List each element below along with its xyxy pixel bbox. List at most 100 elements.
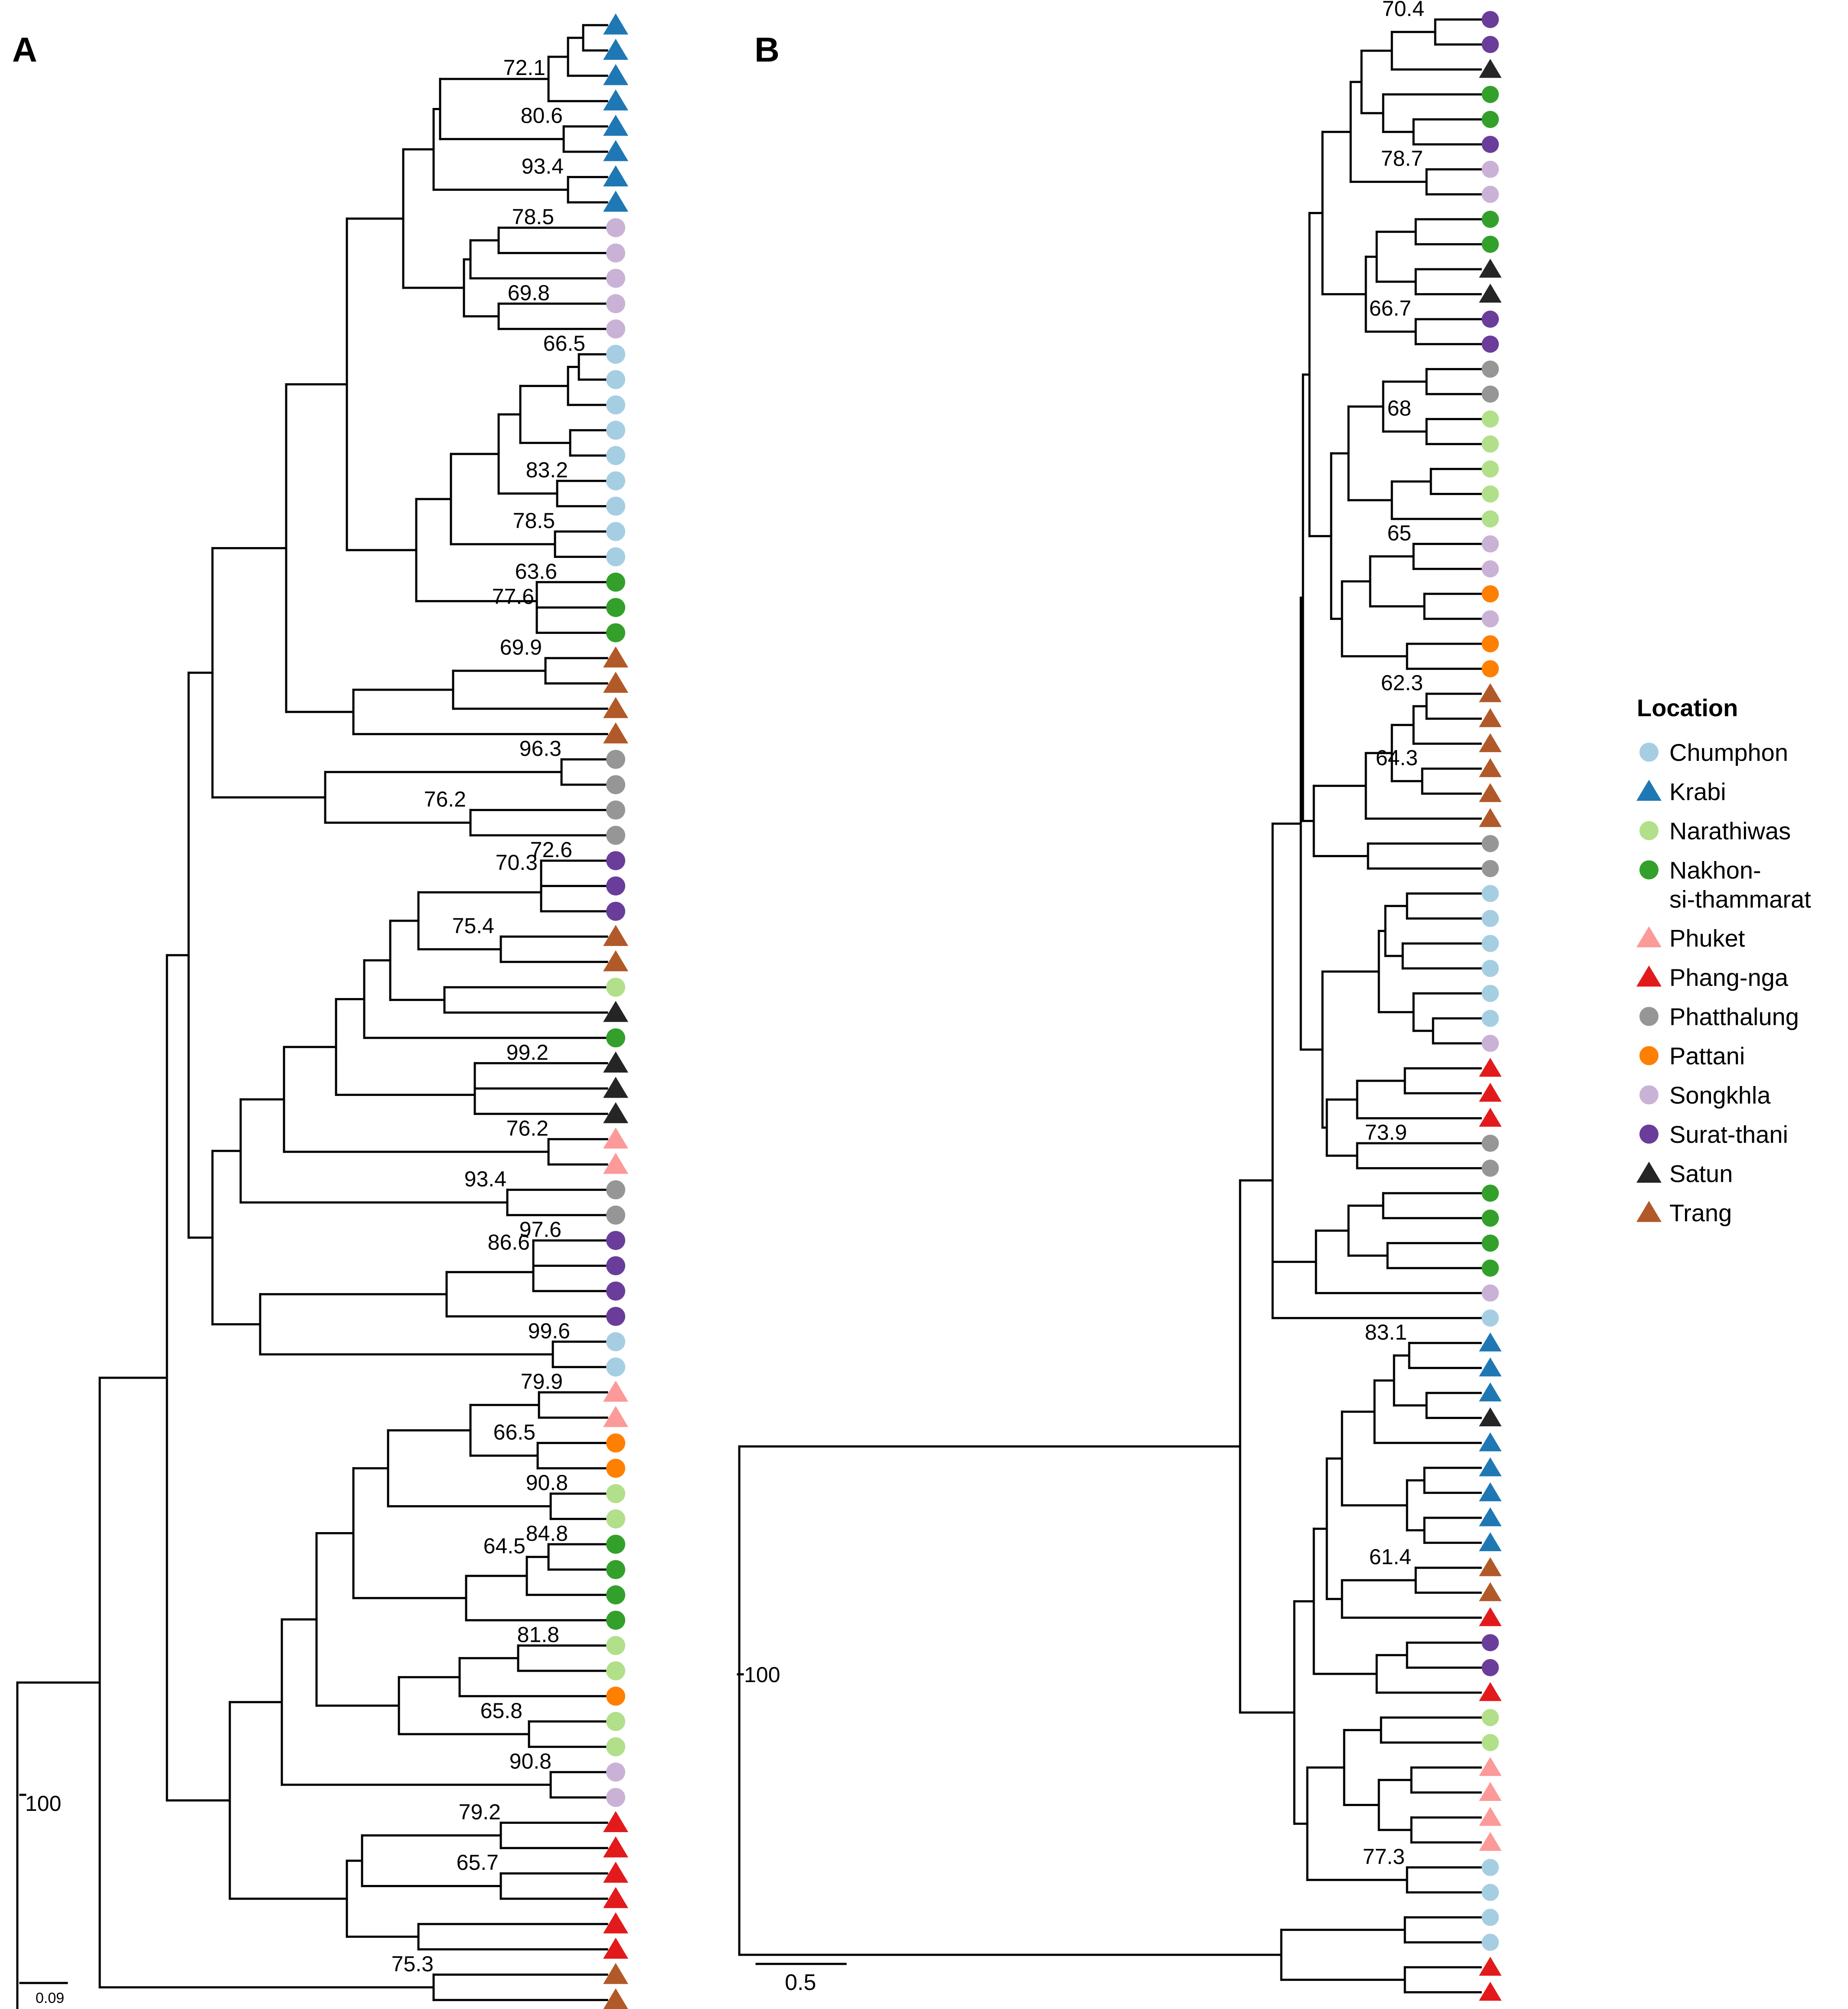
tree-b-support-value: 78.7 xyxy=(1381,147,1423,171)
tree-b-tip-marker xyxy=(1482,1234,1499,1252)
tree-a-tip-marker xyxy=(606,876,625,896)
tree-a-tip-marker xyxy=(606,243,625,263)
tree-a-tip-marker xyxy=(603,1380,628,1402)
legend-label-narathiwas: Narathiwas xyxy=(1669,817,1791,845)
tree-a-support-value: 65.8 xyxy=(480,1699,522,1723)
legend-label-nakhon-line2: si-thammarat xyxy=(1669,886,1811,913)
tree-a-tip-marker xyxy=(603,39,628,60)
panel-a-label: A xyxy=(12,30,37,69)
tree-a-tip-marker xyxy=(606,800,625,820)
tree-a-tip-marker xyxy=(606,1458,625,1478)
tree-b-support-value: 65 xyxy=(1387,521,1411,545)
tree-b-tip-marker xyxy=(1479,1382,1502,1402)
tree-b-tip-marker xyxy=(1482,1859,1499,1876)
tree-a-tip-marker xyxy=(603,1102,628,1123)
legend-label-phuket: Phuket xyxy=(1669,925,1745,952)
legend-marker-krabi xyxy=(1636,779,1662,801)
tree-a-tip-marker xyxy=(603,1862,628,1883)
tree-a-support-values: 72.1 80.6 93.4 78.5 69.8 66.5 83.2 78.5 77.663.6… xyxy=(392,55,585,1976)
legend-label-pattani: Pattani xyxy=(1669,1042,1745,1070)
tree-b-tip-marker xyxy=(1479,284,1502,303)
panel-b: B 70.4 78.7 66.7 68 65 62.3 64.3 73.9 83.1 61.4 77… xyxy=(737,0,1502,2001)
tree-a-support-value: 90.8 xyxy=(509,1749,552,1774)
tree-a-tip-marker xyxy=(606,572,625,592)
tree-a-tip-marker xyxy=(606,1788,625,1807)
tree-a-tip-marker xyxy=(603,1988,628,2009)
tree-a-support-value: 70.3 xyxy=(496,850,538,874)
tree-a-tip-marker xyxy=(606,269,625,288)
legend-label-krabi: Krabi xyxy=(1669,778,1726,806)
tree-a-tip-marker xyxy=(606,978,625,997)
tree-a-tip-marker xyxy=(606,598,625,617)
tree-a-branches xyxy=(16,24,608,2009)
tree-a-tip-marker xyxy=(606,547,625,567)
tree-a-tip-marker xyxy=(606,1712,625,1731)
legend-label-chumphon: Chumphon xyxy=(1669,739,1788,766)
tree-b-tip-marker xyxy=(1479,1957,1502,1976)
tree-a-support-value: 79.2 xyxy=(459,1800,501,1824)
tree-b-support-value: 77.3 xyxy=(1363,1844,1405,1869)
tree-b-tip-marker xyxy=(1482,985,1499,1002)
tree-b-tip-marker xyxy=(1482,585,1499,603)
tree-b-tip-marker xyxy=(1482,1034,1499,1052)
legend-marker-surat xyxy=(1639,1125,1659,1144)
tree-b-tip-marker xyxy=(1482,1884,1499,1901)
legend-marker-nakhon xyxy=(1639,860,1659,880)
tree-a-tip-marker xyxy=(603,1127,628,1149)
tree-a-tip-marker xyxy=(603,1076,628,1098)
tree-a-support-value: 65.7 xyxy=(457,1850,499,1875)
tree-b-tip-marker xyxy=(1482,1159,1499,1177)
tree-a-tip-marker xyxy=(603,1937,628,1959)
tree-a-support-value: 96.3 xyxy=(519,737,562,761)
tree-b-tip-marker xyxy=(1482,360,1499,378)
tree-b-tip-marker xyxy=(1479,1582,1502,1601)
tree-b-tip-marker xyxy=(1479,1432,1502,1451)
tree-b-tip-marker xyxy=(1482,1634,1499,1651)
tree-a-support-value: 99.2 xyxy=(506,1040,549,1064)
tree-b-tip-marker xyxy=(1482,510,1499,528)
tree-b-tip-marker xyxy=(1482,310,1499,328)
tree-b-tip-marker xyxy=(1482,336,1499,353)
tree-b-support-value: 64.3 xyxy=(1376,746,1418,770)
tree-b-tip-marker xyxy=(1482,11,1499,28)
tree-b-tip-marker xyxy=(1482,1184,1499,1202)
tree-a-support-value: 93.4 xyxy=(464,1167,506,1191)
tree-a-tip-marker xyxy=(603,1811,628,1832)
tree-a-tip-marker xyxy=(606,775,625,794)
tree-a-support-value: 78.5 xyxy=(512,205,554,229)
tree-b-tip-marker xyxy=(1482,1284,1499,1302)
tree-a-tip-marker xyxy=(606,218,625,238)
tree-b-tip-marker xyxy=(1479,1832,1502,1851)
tree-b-tip-marker xyxy=(1479,708,1502,727)
tree-a-tip-marker xyxy=(606,446,625,465)
tree-b-tip-marker xyxy=(1482,186,1499,203)
tree-a-tip-marker xyxy=(606,1686,625,1706)
tree-b-tip-marker xyxy=(1479,683,1502,702)
tree-a-support-value: 93.4 xyxy=(522,154,564,178)
tree-a-tip-marker xyxy=(606,1433,625,1453)
legend-label-surat: Surat-thani xyxy=(1669,1121,1788,1148)
tree-a-tip-marker xyxy=(606,1585,625,1605)
tree-b-tip-marker xyxy=(1479,1057,1502,1077)
tree-b-tip-marker xyxy=(1482,385,1499,403)
tree-b-tip-marker xyxy=(1479,1557,1502,1576)
tree-a-support-value: 63.6 xyxy=(515,559,557,584)
tree-a-tip-marker xyxy=(606,1028,625,1047)
tree-b-tip-marker xyxy=(1482,560,1499,577)
tree-b-branches xyxy=(738,18,1482,1993)
tree-b-support-value: 70.4 xyxy=(1382,0,1424,21)
tree-b-tip-marker xyxy=(1482,1259,1499,1277)
tree-a-tip-marker xyxy=(606,1231,625,1250)
tree-b-tip-marker xyxy=(1479,1607,1502,1626)
tree-a-tip-marker xyxy=(603,64,628,85)
tree-b-support-values: 70.4 78.7 66.7 68 65 62.3 64.3 73.9 83.1 61.4 77.3 xyxy=(1363,0,1424,1869)
tree-b-tip-marker xyxy=(1482,86,1499,103)
tree-a-tip-marker xyxy=(603,1406,628,1427)
tree-b-tip-marker xyxy=(1479,1982,1502,2001)
tree-a-tip-marker xyxy=(606,1535,625,1554)
legend-marker-trang xyxy=(1636,1201,1662,1222)
tree-a-tip-marker xyxy=(606,471,625,491)
tree-a-tip-marker xyxy=(606,1509,625,1529)
tree-b-tip-marker xyxy=(1479,758,1502,777)
tree-b-tip-marker xyxy=(1479,1457,1502,1477)
